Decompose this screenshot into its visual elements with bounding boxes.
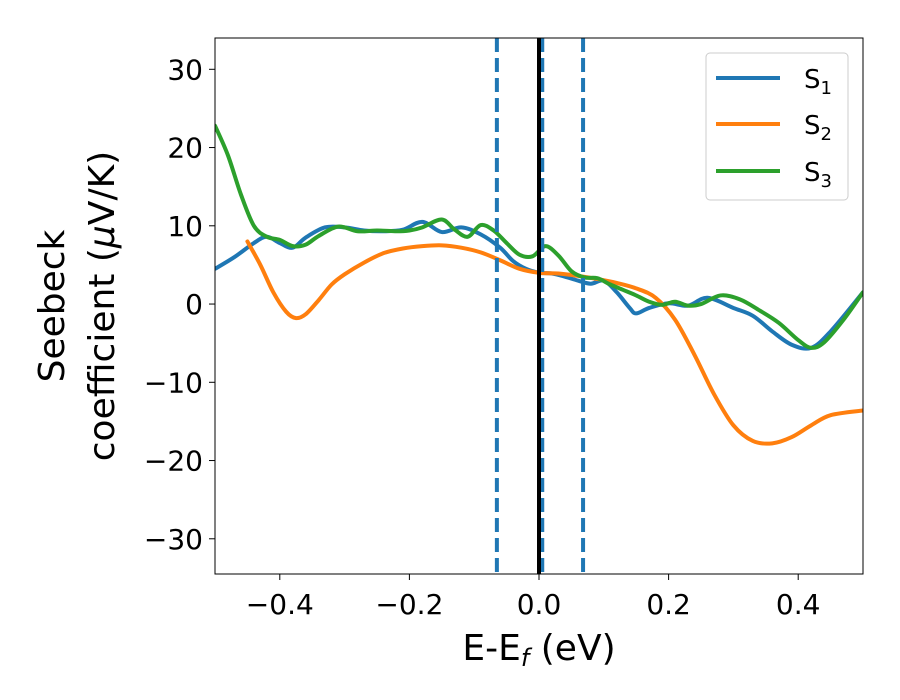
x-axis-label: E-Ef (eV) (462, 628, 615, 672)
y-tick-label: 30 (167, 53, 203, 86)
y-axis-label-mu: μ (82, 225, 123, 249)
y-axis-label-line1: Seebeck (32, 229, 73, 382)
x-axis-label-main: E-E (462, 628, 520, 669)
vertical-lines-layer (494, 38, 586, 574)
x-tick-label: 0.4 (776, 588, 821, 621)
legend-label-s2: S2 (804, 111, 832, 145)
y-axis-label-line2: coefficient (μV/K) (82, 151, 123, 461)
y-tick-label: −20 (144, 445, 203, 478)
y-axis-label-suffix: V/K) (82, 151, 123, 225)
y-tick-label: 10 (167, 210, 203, 243)
y-tick-label: −30 (144, 523, 203, 556)
legend-box (705, 52, 849, 201)
y-tick-label: −10 (144, 366, 203, 399)
x-axis-label-unit: (eV) (529, 628, 615, 669)
y-axis-label-prefix: coefficient ( (82, 248, 123, 461)
legend: S1 S2 S3 (705, 52, 849, 201)
x-tick-label: 0.0 (517, 588, 562, 621)
legend-label-s3: S3 (804, 158, 832, 192)
series-line-s2 (245, 239, 863, 446)
series-line-s3 (215, 123, 863, 350)
x-axis-ticks: −0.4 −0.2 0.0 0.2 0.4 (246, 574, 821, 621)
y-axis-label: Seebeck coefficient (μV/K) (32, 151, 123, 461)
x-tick-label: 0.2 (646, 588, 691, 621)
x-tick-label: −0.2 (375, 588, 443, 621)
y-tick-label: 0 (185, 288, 203, 321)
legend-label-s1: S1 (804, 65, 832, 99)
x-tick-label: −0.4 (246, 588, 314, 621)
y-tick-label: 20 (167, 132, 203, 165)
y-axis-ticks: 30 20 10 0 −10 −20 −30 (144, 53, 215, 556)
